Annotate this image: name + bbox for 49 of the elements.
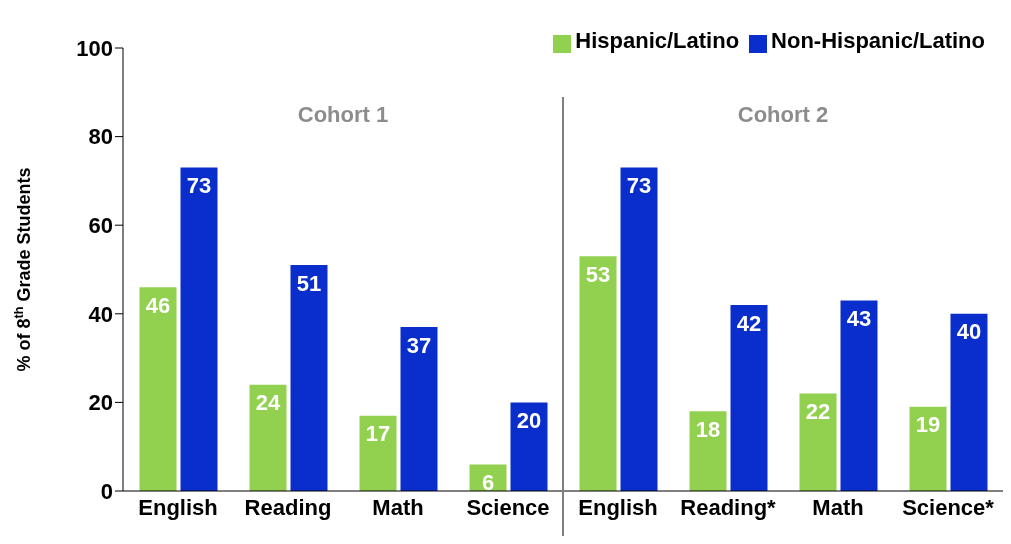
y-tick-label: 100 xyxy=(76,35,113,61)
data-label: 6 xyxy=(481,470,495,496)
x-tick-label: Reading* xyxy=(680,494,777,520)
bar xyxy=(180,167,218,491)
annotation: Cohort 1 xyxy=(296,101,390,128)
data-label: 37 xyxy=(406,332,432,358)
data-label: 73 xyxy=(626,173,652,199)
x-tick-label: English xyxy=(138,494,218,520)
x-tick-label: Math xyxy=(372,494,424,520)
y-tick-label: 20 xyxy=(88,390,113,416)
data-label: 73 xyxy=(186,173,212,199)
x-tick-label: Science* xyxy=(902,494,995,520)
bar xyxy=(249,384,287,491)
data-label: 17 xyxy=(365,421,391,447)
bar xyxy=(290,265,328,491)
annotation: Cohort 2 xyxy=(736,101,830,128)
y-tick-label: 0 xyxy=(100,478,113,504)
bar xyxy=(799,393,837,491)
bar xyxy=(139,287,177,491)
bar xyxy=(689,411,727,491)
data-label: 22 xyxy=(805,399,831,425)
data-label: 19 xyxy=(915,412,941,438)
bar xyxy=(620,167,658,491)
data-label: 40 xyxy=(956,319,982,345)
bar xyxy=(840,300,878,491)
bar xyxy=(400,327,438,491)
y-tick-label: 40 xyxy=(88,301,113,327)
x-tick-label: English xyxy=(578,494,658,520)
legend-label: Hispanic/Latino xyxy=(575,28,740,53)
data-label: 42 xyxy=(736,310,762,336)
bar xyxy=(579,256,617,491)
data-label: 46 xyxy=(145,292,171,318)
data-label: 53 xyxy=(585,261,611,287)
data-label: 43 xyxy=(846,306,872,332)
x-tick-label: Science xyxy=(466,494,550,520)
data-label: 20 xyxy=(516,408,542,434)
y-tick-label: 60 xyxy=(88,213,113,239)
data-label: 51 xyxy=(296,270,322,296)
bar xyxy=(359,415,397,491)
bar xyxy=(510,402,548,491)
bar xyxy=(950,313,988,491)
data-label: 24 xyxy=(255,390,281,416)
x-tick-label: Reading xyxy=(244,494,332,520)
data-label: 18 xyxy=(695,416,721,442)
x-tick-label: Math xyxy=(812,494,864,520)
bar xyxy=(730,304,768,491)
bar xyxy=(909,406,947,491)
y-tick-label: 80 xyxy=(88,124,113,150)
legend-label: Non-Hispanic/Latino xyxy=(771,28,985,53)
